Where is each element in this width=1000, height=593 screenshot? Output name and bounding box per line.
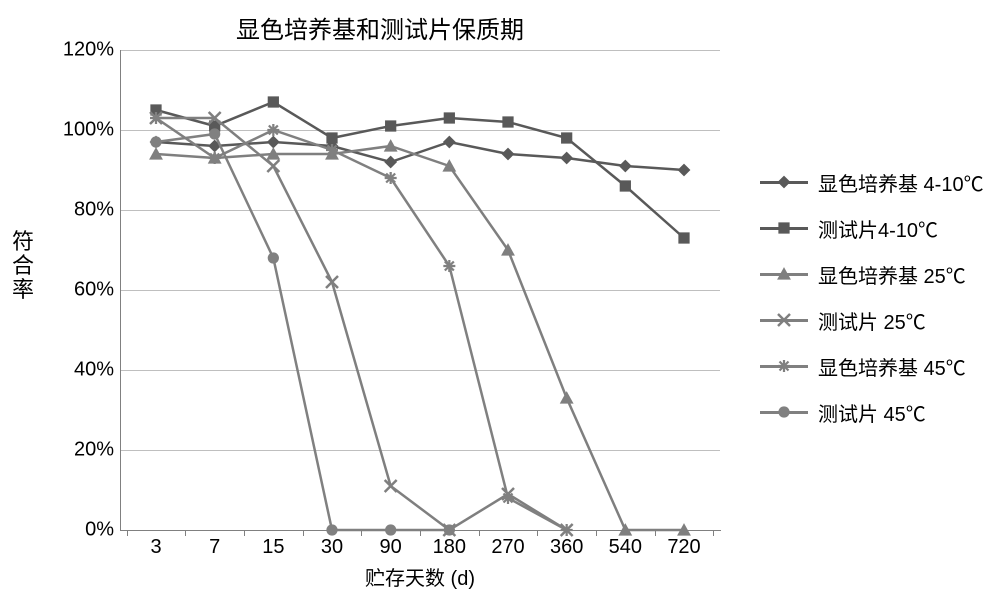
x-tick-label: 180 — [433, 536, 466, 559]
legend-item: 测试片 25℃ — [760, 308, 984, 332]
series-line — [156, 102, 684, 238]
legend-label: 测试片 25℃ — [818, 306, 926, 335]
series-marker — [444, 524, 455, 535]
legend-swatch — [760, 216, 808, 240]
legend-swatch — [760, 170, 808, 194]
series-marker — [150, 136, 161, 147]
x-tick-label: 15 — [262, 536, 284, 559]
series-marker — [385, 120, 396, 131]
series-marker — [678, 232, 689, 243]
y-tick-label: 80% — [44, 199, 114, 222]
series-marker — [267, 160, 279, 172]
series-marker — [384, 156, 397, 169]
x-tick-label: 720 — [667, 536, 700, 559]
y-tick-label: 100% — [44, 119, 114, 142]
series-marker — [326, 132, 337, 143]
legend-item: 测试片 45℃ — [760, 400, 984, 424]
series-marker — [561, 524, 573, 536]
series-marker — [444, 112, 455, 123]
legend-label: 显色培养基 4-10℃ — [818, 168, 984, 197]
y-axis-label: 符合率 — [10, 230, 36, 303]
plot-svg — [120, 50, 720, 530]
legend-swatch — [760, 262, 808, 286]
series-line — [156, 146, 684, 530]
legend-swatch — [760, 308, 808, 332]
legend-label: 测试片4-10℃ — [818, 214, 938, 243]
y-tick-label: 60% — [44, 279, 114, 302]
legend: 显色培养基 4-10℃ 测试片4-10℃ 显色培养基 25℃ 测试片 25℃ 显色培养基… — [760, 170, 984, 446]
series-marker — [561, 132, 572, 143]
y-tick-label: 20% — [44, 439, 114, 462]
x-tick-label: 540 — [609, 536, 642, 559]
series-line — [156, 118, 567, 530]
series-marker — [443, 260, 455, 272]
series-marker — [150, 112, 162, 124]
series-marker — [209, 152, 221, 164]
legend-label: 测试片 45℃ — [818, 398, 926, 427]
x-tick-label: 7 — [209, 536, 220, 559]
series-marker — [502, 148, 515, 161]
legend-label: 显色培养基 25℃ — [818, 260, 966, 289]
y-tick-label: 120% — [44, 39, 114, 62]
series-line — [156, 134, 449, 530]
legend-item: 显色培养基 4-10℃ — [760, 170, 984, 194]
series-marker — [678, 164, 691, 177]
x-tick-label: 30 — [321, 536, 343, 559]
legend-label: 显色培养基 45℃ — [818, 352, 966, 381]
x-tick-label: 360 — [550, 536, 583, 559]
series-marker — [619, 160, 632, 173]
x-axis-label: 贮存天数 (d) — [120, 562, 720, 591]
series-marker — [502, 492, 514, 504]
x-tick-label: 3 — [150, 536, 161, 559]
legend-item: 显色培养基 25℃ — [760, 262, 984, 286]
series-marker — [267, 136, 280, 149]
series-marker — [209, 128, 220, 139]
series-marker — [267, 124, 279, 136]
series-marker — [502, 116, 513, 127]
legend-item: 测试片4-10℃ — [760, 216, 984, 240]
legend-swatch — [760, 354, 808, 378]
series-marker — [560, 152, 573, 165]
series-marker — [384, 139, 398, 152]
y-tick-label: 40% — [44, 359, 114, 382]
series-marker — [560, 391, 574, 404]
series-marker — [268, 96, 279, 107]
x-tick-label: 270 — [491, 536, 524, 559]
legend-item: 显色培养基 45℃ — [760, 354, 984, 378]
series-marker — [385, 172, 397, 184]
series-marker — [385, 524, 396, 535]
series-marker — [443, 136, 456, 149]
x-tick-label: 90 — [380, 536, 402, 559]
legend-swatch — [760, 400, 808, 424]
y-tick-label: 0% — [44, 519, 114, 542]
series-marker — [326, 524, 337, 535]
chart-container: 显色培养基和测试片保质期 符合率 贮存天数 (d) 0% 20% 40% 60% 80%… — [0, 0, 1000, 593]
chart-title: 显色培养基和测试片保质期 — [0, 10, 760, 45]
series-marker — [620, 180, 631, 191]
series-marker — [268, 252, 279, 263]
series-line — [156, 118, 567, 530]
series-marker — [326, 144, 338, 156]
